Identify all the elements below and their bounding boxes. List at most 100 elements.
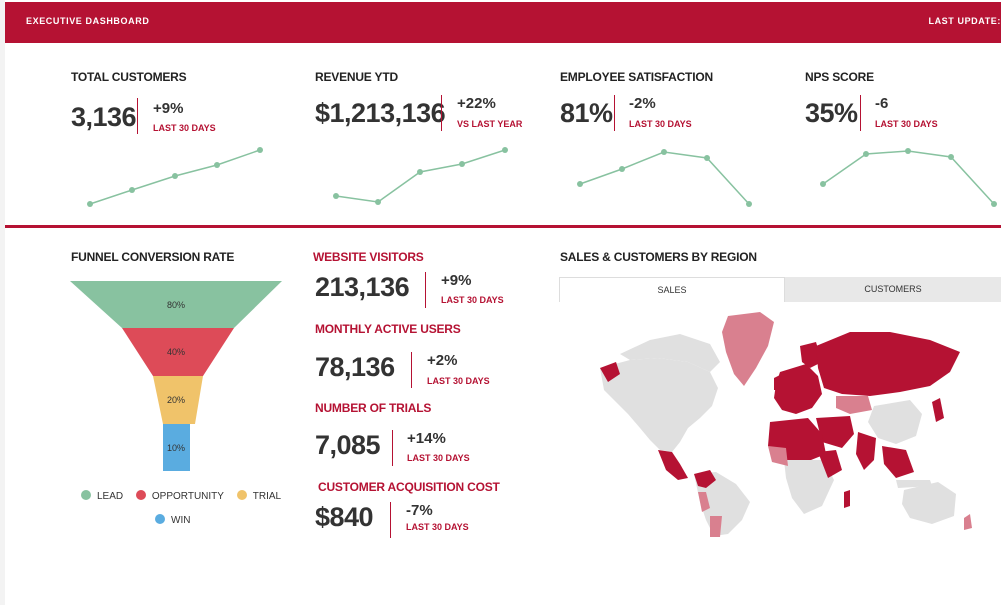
last-update-label: LAST UPDATE: [928, 16, 1001, 26]
kpi-sparkline-2 [333, 147, 508, 205]
sparkline-point [87, 201, 93, 207]
sparkline-point [577, 181, 583, 187]
region-china [868, 400, 922, 444]
legend-label: LEAD [97, 491, 124, 502]
kpi-value: 35% [805, 98, 858, 128]
sparkline-point [619, 166, 625, 172]
kpi-value: 81% [560, 98, 613, 128]
funnel-legend-row2: WIN [155, 514, 200, 526]
legend-dot [135, 490, 146, 500]
metric-label: NUMBER OF TRIALS [315, 401, 432, 415]
region-new-zealand [964, 514, 972, 530]
sparkline-point [375, 199, 381, 205]
kpi-label: TOTAL CUSTOMERS [71, 70, 187, 84]
metric-period: LAST 30 DAYS [441, 295, 504, 305]
legend-dot [155, 514, 165, 524]
kpi-label: NPS SCORE [805, 70, 874, 84]
region-kazakhstan [836, 396, 872, 414]
header-bar: EXECUTIVE DASHBOARD LAST UPDATE: [5, 2, 1001, 43]
region-north-america [600, 358, 718, 452]
region-greenland [722, 312, 774, 386]
kpi-separator [614, 95, 615, 131]
region-mexico [658, 450, 688, 480]
metric-period: LAST 30 DAYS [406, 522, 469, 532]
kpi-period: LAST 30 DAYS [153, 123, 216, 133]
metric-label: MONTHLY ACTIVE USERS [315, 322, 461, 336]
sparkline-point [948, 154, 954, 160]
legend-dot [81, 490, 91, 500]
metric-separator [392, 430, 393, 466]
funnel-chart: 80% 40% 20% 10% [70, 281, 282, 471]
kpi-delta: +22% [457, 95, 496, 112]
sparkline-point [129, 187, 135, 193]
world-map [600, 312, 972, 537]
region-india [856, 432, 876, 470]
sparkline-point [905, 148, 911, 154]
sparkline-point [257, 147, 263, 153]
kpi-label: REVENUE YTD [315, 70, 398, 84]
sparkline-point [820, 181, 826, 187]
metric-value: 213,136 [315, 272, 410, 302]
region-madagascar [844, 490, 850, 508]
metric-period: LAST 30 DAYS [427, 376, 490, 386]
region-alaska [600, 362, 620, 382]
region-east-africa [818, 450, 842, 478]
legend-item-trial[interactable]: TRIAL [236, 490, 282, 502]
funnel-stage-trial [153, 376, 203, 424]
region-title: SALES & CUSTOMERS BY REGION [560, 250, 757, 264]
page-title: EXECUTIVE DASHBOARD [26, 16, 150, 26]
sparkline-point [661, 149, 667, 155]
section-divider [5, 225, 1001, 228]
sparkline-line [335, 149, 506, 203]
region-venezuela [694, 470, 716, 488]
left-edge [0, 0, 5, 605]
metric-delta: +9% [441, 272, 472, 289]
kpi-value: 3,136 [71, 102, 137, 132]
region-russia [816, 332, 960, 396]
legend-item-lead[interactable]: LEAD [81, 490, 123, 502]
kpi-value: $1,213,136 [315, 98, 446, 128]
kpi-period: VS LAST YEAR [457, 119, 523, 129]
tab-customers[interactable]: CUSTOMERS [785, 277, 1001, 302]
legend-item-win[interactable]: WIN [155, 514, 190, 526]
sparkline-point [991, 201, 997, 207]
legend-label: TRIAL [252, 491, 282, 502]
metric-value: 7,085 [315, 430, 381, 460]
region-argentina [710, 516, 722, 537]
region-canada [620, 334, 720, 372]
sparkline-point [417, 169, 423, 175]
kpi-separator [137, 98, 138, 134]
kpi-label: EMPLOYEE SATISFACTION [560, 70, 713, 84]
funnel-label-opportunity: 40% [167, 347, 185, 357]
kpi-separator [860, 95, 861, 131]
legend-label: WIN [171, 515, 191, 526]
sparkline-point [502, 147, 508, 153]
region-middle-east [816, 416, 854, 448]
metric-delta: +14% [407, 430, 446, 447]
metric-period: LAST 30 DAYS [407, 453, 470, 463]
metric-label: WEBSITE VISITORS [313, 250, 424, 264]
metric-value: $840 [315, 502, 374, 532]
sparkline-point [863, 151, 869, 157]
kpi-delta: -6 [875, 95, 889, 112]
metric-delta: -7% [406, 502, 433, 519]
legend-label: OPPORTUNITY [151, 491, 224, 502]
kpi-delta: -2% [629, 95, 656, 112]
metric-separator [390, 502, 391, 538]
funnel-label-trial: 20% [167, 395, 185, 405]
region-peru [698, 492, 710, 512]
region-southeast-asia [882, 446, 914, 478]
funnel-label-win: 10% [167, 443, 185, 453]
kpi-period: LAST 30 DAYS [629, 119, 692, 129]
sparkline-point [746, 201, 752, 207]
metric-separator [425, 272, 426, 308]
funnel-legend: LEAD OPPORTUNITY TRIAL [81, 490, 291, 502]
sparkline-point [704, 155, 710, 161]
region-west-africa [768, 446, 788, 466]
metric-value: 78,136 [315, 352, 395, 382]
region-uk [774, 374, 782, 390]
tab-sales[interactable]: SALES [559, 277, 785, 302]
legend-item-opportunity[interactable]: OPPORTUNITY [135, 490, 224, 502]
funnel-stage-win [163, 424, 190, 471]
